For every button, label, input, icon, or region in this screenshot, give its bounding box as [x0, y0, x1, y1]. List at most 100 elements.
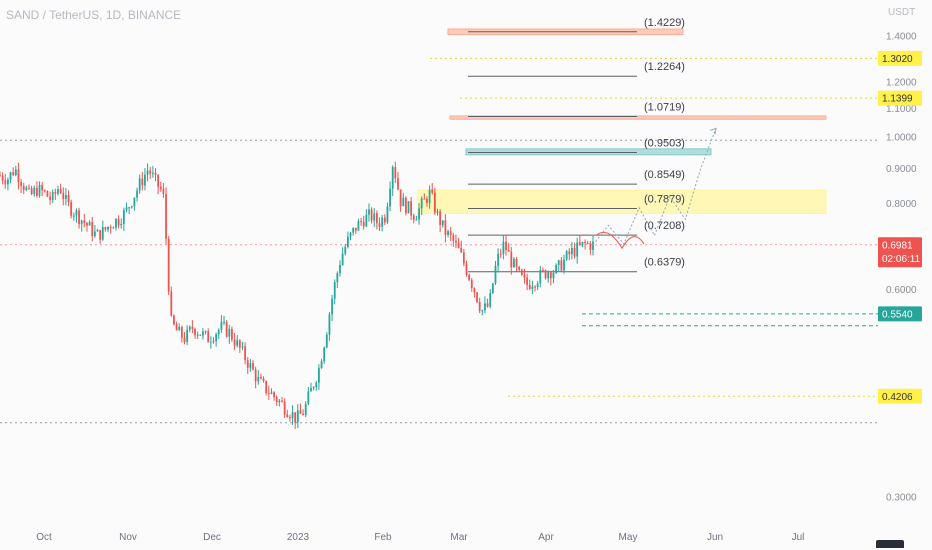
- candle-body: [59, 189, 62, 193]
- candle-body: [439, 211, 442, 226]
- candle-body: [9, 172, 12, 180]
- candle-body: [526, 277, 529, 285]
- candle-body: [270, 392, 273, 394]
- candle-body: [136, 190, 138, 198]
- zones-layer: [417, 28, 827, 214]
- candle-body: [112, 227, 115, 229]
- x-tick-6: Apr: [538, 532, 554, 543]
- candle-body: [481, 310, 484, 312]
- candle-body: [120, 223, 123, 226]
- fib-label-6: (0.7208): [644, 220, 685, 232]
- price-badge-3: [878, 306, 922, 322]
- candle-body: [154, 172, 157, 175]
- candle-body: [307, 391, 310, 404]
- candle-body: [555, 264, 558, 273]
- candle-body: [4, 180, 7, 185]
- candle-body: [249, 363, 252, 368]
- price-badge-label-0: 1.3020: [882, 54, 913, 65]
- candle-body: [513, 258, 515, 268]
- candle-body: [296, 410, 299, 423]
- candle-body: [101, 227, 104, 240]
- candle-body: [62, 192, 65, 199]
- candle-body: [578, 242, 581, 245]
- currency-label: USDT: [888, 7, 916, 18]
- candle-body: [151, 172, 154, 174]
- projection-path: [592, 128, 717, 246]
- candle-body: [30, 188, 33, 194]
- candle-body: [86, 222, 88, 226]
- candle-body: [315, 382, 318, 388]
- candle-body: [552, 272, 555, 279]
- candle-body: [391, 167, 394, 189]
- candle-body: [534, 286, 536, 288]
- candle-body: [212, 341, 215, 343]
- candle-body: [67, 195, 70, 203]
- candle-body: [231, 329, 233, 340]
- candle-body: [223, 321, 225, 323]
- candle-body: [93, 231, 96, 237]
- candle-body: [51, 191, 54, 200]
- candle-body: [502, 241, 505, 254]
- candle-body: [360, 221, 362, 223]
- candle-body: [186, 329, 189, 343]
- candle-body: [175, 324, 178, 331]
- candle-body: [378, 223, 381, 227]
- projection-arrow-icon: [709, 127, 717, 135]
- candle-body: [510, 251, 513, 268]
- candle-body: [180, 327, 183, 338]
- candle-body: [447, 231, 449, 235]
- candle-body: [196, 334, 199, 336]
- candle-body: [41, 184, 44, 191]
- fib-label-0: (1.4229): [644, 17, 685, 29]
- candle-body: [207, 331, 210, 343]
- candle-body: [565, 251, 568, 260]
- candle-body: [394, 167, 397, 179]
- fib-label-1: (1.2264): [644, 61, 685, 73]
- candle-body: [217, 330, 220, 335]
- candle-body: [299, 410, 302, 414]
- candle-body: [75, 210, 78, 216]
- candle-body: [592, 241, 594, 250]
- candle-body: [397, 178, 399, 190]
- candle-body: [452, 234, 455, 241]
- candle-body: [563, 259, 565, 271]
- countdown-label: 02:06:11: [882, 254, 921, 265]
- projection-layer: [592, 127, 717, 250]
- candle-body: [523, 274, 526, 278]
- candle-body: [194, 328, 196, 336]
- candle-body: [14, 169, 17, 175]
- candle-body: [426, 198, 428, 203]
- candle-body: [581, 241, 584, 245]
- candle-body: [499, 253, 502, 255]
- symbol-title: SAND / TetherUS, 1D, BINANCE: [6, 8, 182, 22]
- candle-body: [96, 229, 99, 232]
- candle-body: [20, 182, 22, 186]
- candle-body: [547, 272, 550, 279]
- candle-body: [478, 302, 481, 311]
- candle-body: [586, 243, 589, 245]
- candle-body: [157, 174, 160, 187]
- candle-body: [433, 192, 436, 213]
- price-badge-label-2: 0.6981: [882, 240, 913, 251]
- candle-body: [497, 253, 500, 266]
- y-tick-6: 0.6000: [886, 285, 917, 296]
- candle-body: [354, 227, 357, 231]
- candle-body: [144, 174, 146, 186]
- candle-body: [149, 170, 152, 174]
- x-tick-3: 2023: [287, 532, 310, 543]
- candle-body: [584, 241, 586, 244]
- candle-body: [99, 229, 102, 240]
- candle-body: [549, 272, 552, 279]
- candle-body: [544, 270, 547, 279]
- candle-body: [17, 169, 20, 183]
- candle-body: [43, 190, 46, 192]
- fib-label-5: (0.7879): [644, 194, 685, 206]
- candle-body: [468, 274, 471, 281]
- x-tick-7: May: [619, 532, 638, 543]
- y-tick-3: 1.0000: [886, 132, 917, 143]
- candle-body: [57, 189, 59, 194]
- candle-body: [323, 347, 326, 362]
- candle-body: [25, 187, 28, 190]
